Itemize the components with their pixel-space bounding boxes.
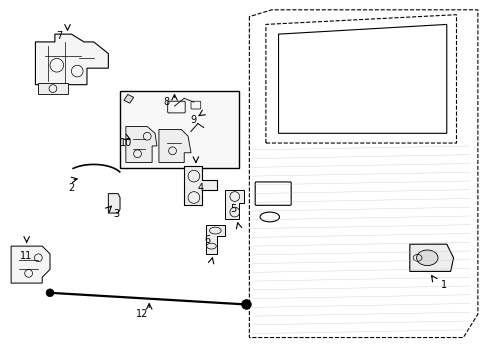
Polygon shape bbox=[159, 130, 191, 162]
Bar bbox=[120, 90, 238, 168]
Text: 1: 1 bbox=[440, 280, 446, 290]
Text: 8: 8 bbox=[163, 97, 169, 107]
Circle shape bbox=[46, 289, 54, 297]
Text: 12: 12 bbox=[136, 309, 148, 319]
Text: 5: 5 bbox=[229, 204, 236, 214]
Polygon shape bbox=[125, 126, 157, 162]
Text: 4: 4 bbox=[197, 183, 203, 193]
Polygon shape bbox=[409, 244, 453, 271]
Text: 6: 6 bbox=[204, 235, 210, 245]
Ellipse shape bbox=[416, 250, 437, 266]
Text: 3: 3 bbox=[113, 209, 119, 219]
Text: 2: 2 bbox=[68, 183, 74, 193]
Text: 11: 11 bbox=[20, 251, 32, 261]
Polygon shape bbox=[35, 34, 108, 85]
Polygon shape bbox=[11, 246, 50, 283]
Polygon shape bbox=[184, 166, 217, 205]
Polygon shape bbox=[123, 94, 133, 103]
Polygon shape bbox=[38, 83, 67, 94]
Circle shape bbox=[241, 300, 251, 309]
Polygon shape bbox=[108, 194, 120, 213]
Polygon shape bbox=[205, 225, 224, 254]
Polygon shape bbox=[224, 190, 244, 219]
Text: 9: 9 bbox=[190, 115, 197, 125]
Text: 10: 10 bbox=[120, 138, 132, 148]
Text: 7: 7 bbox=[57, 31, 63, 41]
